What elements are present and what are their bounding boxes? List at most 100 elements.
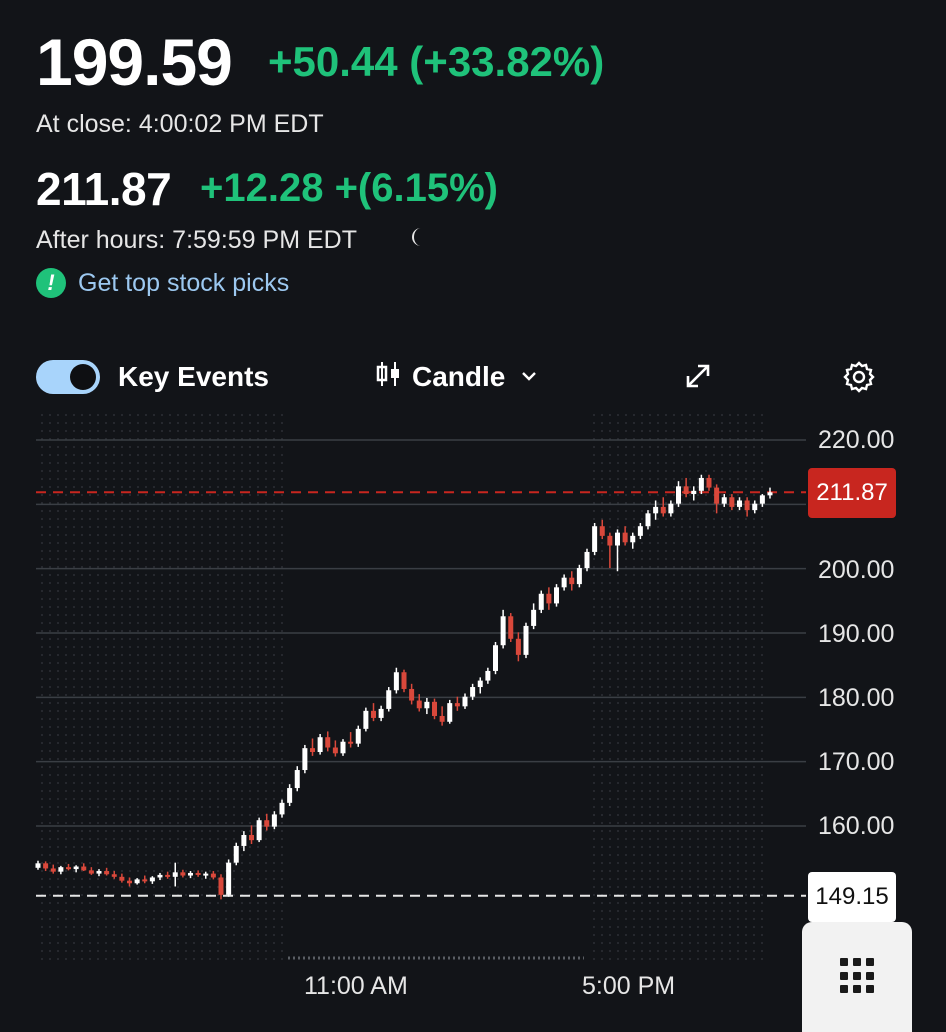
candle-body bbox=[50, 868, 56, 872]
candle bbox=[241, 831, 247, 852]
candle-body bbox=[759, 495, 765, 504]
expand-icon[interactable] bbox=[682, 360, 714, 397]
candle-body bbox=[454, 703, 460, 707]
candle bbox=[294, 766, 300, 792]
candle bbox=[249, 825, 254, 845]
candle bbox=[454, 696, 460, 711]
candle-body bbox=[676, 486, 681, 504]
candle bbox=[523, 622, 529, 659]
candle bbox=[264, 813, 270, 831]
previous-close-tag: 149.15 bbox=[808, 872, 896, 922]
candle bbox=[172, 862, 178, 887]
close-timestamp: At close: 4:00:02 PM EDT bbox=[36, 110, 324, 138]
candle bbox=[714, 484, 720, 514]
candle-body bbox=[622, 532, 628, 543]
candle-body bbox=[287, 788, 293, 803]
price-chart[interactable] bbox=[0, 405, 946, 965]
candle-body bbox=[698, 477, 704, 491]
get-top-stock-picks-link[interactable]: ! Get top stock picks bbox=[36, 268, 289, 298]
current-price: 199.59 bbox=[36, 25, 233, 99]
candle bbox=[88, 867, 94, 875]
candle bbox=[127, 877, 132, 887]
candle bbox=[584, 548, 590, 572]
candle bbox=[721, 494, 727, 507]
candle-body bbox=[256, 820, 262, 841]
candle bbox=[73, 865, 79, 873]
candle bbox=[226, 859, 232, 897]
candle-body bbox=[43, 863, 49, 869]
candle-body bbox=[615, 532, 620, 546]
candle bbox=[325, 731, 331, 752]
candle bbox=[599, 519, 605, 540]
candle bbox=[35, 860, 41, 870]
candle-body bbox=[249, 835, 254, 841]
candle bbox=[637, 522, 643, 540]
candle-body bbox=[523, 625, 529, 655]
candle bbox=[668, 500, 674, 517]
candle-body bbox=[210, 873, 216, 878]
y-tick-label: 170.00 bbox=[818, 748, 895, 776]
candle bbox=[180, 869, 186, 878]
candle bbox=[576, 564, 582, 588]
x-tick-label: 11:00 AM bbox=[304, 972, 408, 1000]
candle-body bbox=[645, 513, 651, 527]
candle bbox=[622, 526, 628, 546]
candle-body bbox=[508, 616, 514, 639]
candle-body bbox=[546, 593, 552, 604]
candle-body bbox=[195, 872, 201, 875]
current-price-tag: 211.87 bbox=[808, 468, 896, 518]
candle bbox=[210, 871, 216, 880]
candle-body bbox=[668, 503, 674, 514]
candle-body bbox=[271, 814, 277, 827]
y-tick-label: 220.00 bbox=[818, 426, 895, 454]
candle-body bbox=[485, 670, 491, 681]
candle bbox=[203, 871, 209, 879]
candle bbox=[302, 744, 308, 774]
candle-body bbox=[134, 879, 140, 884]
candle bbox=[271, 811, 277, 830]
candle bbox=[706, 474, 712, 491]
candle bbox=[439, 706, 445, 726]
candle-body bbox=[378, 708, 384, 718]
chart-type-dropdown[interactable]: Candle bbox=[376, 360, 537, 393]
candle-body bbox=[386, 690, 392, 709]
candle bbox=[355, 725, 361, 747]
candle bbox=[607, 532, 613, 569]
key-events-toggle[interactable] bbox=[36, 360, 100, 394]
y-tick-label: 200.00 bbox=[818, 556, 895, 584]
candle bbox=[119, 873, 125, 883]
candle bbox=[470, 683, 476, 700]
candle-body bbox=[363, 710, 369, 729]
candle-body bbox=[302, 748, 308, 771]
candle-body bbox=[241, 835, 247, 846]
candle-body bbox=[401, 672, 407, 689]
candle-body bbox=[226, 862, 232, 895]
grid-menu-button[interactable] bbox=[802, 922, 912, 1032]
candle bbox=[508, 613, 514, 643]
candle bbox=[691, 486, 697, 501]
candle bbox=[698, 474, 704, 495]
candle-body bbox=[515, 638, 521, 655]
candle bbox=[43, 861, 49, 872]
candle bbox=[592, 522, 598, 556]
candle-body bbox=[58, 867, 64, 872]
candle-body bbox=[73, 866, 79, 870]
candle-body bbox=[142, 879, 148, 882]
candle-body bbox=[172, 872, 178, 877]
candle bbox=[569, 571, 575, 591]
candle bbox=[149, 876, 155, 884]
candle bbox=[416, 694, 422, 712]
candle bbox=[157, 872, 163, 881]
candle-body bbox=[188, 872, 193, 876]
candle bbox=[447, 699, 453, 724]
candle bbox=[142, 875, 148, 884]
candle bbox=[195, 870, 201, 877]
gear-icon[interactable] bbox=[842, 360, 876, 399]
y-tick-label: 160.00 bbox=[818, 812, 895, 840]
candle-body bbox=[592, 526, 598, 552]
candle-body bbox=[500, 616, 506, 646]
candle bbox=[378, 705, 384, 722]
candle-body bbox=[127, 880, 132, 884]
candle-body bbox=[554, 587, 559, 604]
candle-body bbox=[531, 609, 537, 626]
